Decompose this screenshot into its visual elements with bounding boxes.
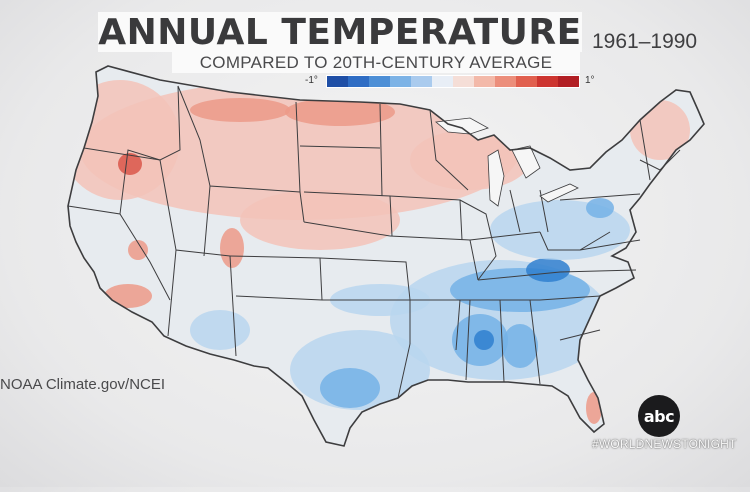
legend-max-label: 1°	[585, 75, 595, 86]
warm-region-great-lakes	[410, 130, 530, 190]
cool-region-arizona	[190, 310, 250, 350]
border-line	[83, 85, 181, 161]
cool-region-alabama	[502, 324, 538, 368]
warm-region-colorado	[220, 228, 244, 268]
border-line	[529, 299, 541, 385]
border-line	[539, 231, 611, 251]
cool-region-pennsylvania	[586, 198, 614, 218]
subtitle: COMPARED TO 20TH-CENTURY AVERAGE	[172, 52, 580, 73]
border-line	[67, 205, 171, 301]
border-line	[235, 295, 323, 301]
warm-region-nebraska	[240, 190, 400, 250]
warm-region-pacific-northwest	[68, 80, 180, 200]
border-line	[177, 85, 301, 193]
show-hashtag: #WORLDNEWSTONIGHT	[592, 437, 737, 451]
warm-region-oregon	[118, 153, 142, 175]
legend-color-bar	[327, 76, 579, 87]
warm-region-nevada	[128, 240, 148, 260]
border-line	[465, 299, 471, 381]
legend-min-label: -1°	[305, 75, 318, 86]
border-line	[167, 249, 177, 337]
period-label: 1961–1990	[592, 30, 698, 53]
lake-superior	[435, 117, 489, 135]
legend-swatch	[495, 76, 516, 87]
color-legend: -1° 1°	[305, 74, 595, 90]
border-line	[303, 221, 391, 237]
border-line	[477, 269, 637, 281]
title-banner: ANNUAL TEMPERATURE	[98, 11, 582, 53]
warm-region-montana	[190, 98, 290, 122]
border-line	[469, 231, 541, 241]
source-credit: NOAA Climate.gov/NCEI	[0, 376, 166, 393]
border-line	[559, 329, 601, 341]
legend-swatch	[327, 76, 348, 87]
legend-swatch	[558, 76, 579, 87]
legend-swatch	[453, 76, 474, 87]
legend-swatch	[432, 76, 453, 87]
warm-region-new-england	[630, 100, 690, 160]
legend-swatch	[411, 76, 432, 87]
border-line	[203, 185, 211, 257]
warm-region-california	[104, 284, 152, 308]
cool-region-kentucky	[526, 258, 570, 282]
legend-swatch	[348, 76, 369, 87]
legend-swatch	[369, 76, 390, 87]
warm-region-north-dakota	[285, 98, 395, 126]
lake-michigan	[487, 149, 505, 207]
border-line	[379, 103, 383, 197]
legend-swatch	[474, 76, 495, 87]
legend-swatch	[516, 76, 537, 87]
great-lakes	[435, 117, 579, 207]
border-line	[397, 343, 411, 399]
border-line	[295, 101, 305, 223]
legend-swatch	[390, 76, 411, 87]
lake-erie	[539, 183, 579, 203]
border-line	[319, 257, 411, 301]
border-line	[299, 145, 381, 149]
border-line	[499, 299, 505, 383]
cool-region-texas-core	[320, 368, 380, 408]
border-line	[456, 295, 601, 301]
cool-region-mississippi-core	[474, 330, 494, 350]
legend-swatch	[537, 76, 558, 87]
lake-huron	[511, 145, 541, 179]
page-title: ANNUAL TEMPERATURE	[98, 11, 582, 53]
abc-logo: abc	[638, 395, 680, 437]
border-line	[119, 149, 161, 215]
state-borders	[67, 85, 681, 399]
border-line	[459, 199, 497, 281]
border-line	[639, 119, 651, 181]
border-line	[229, 255, 237, 357]
cool-region-tennessee	[450, 268, 590, 312]
border-line	[559, 193, 641, 201]
border-line	[429, 109, 469, 191]
border-line	[509, 189, 521, 233]
